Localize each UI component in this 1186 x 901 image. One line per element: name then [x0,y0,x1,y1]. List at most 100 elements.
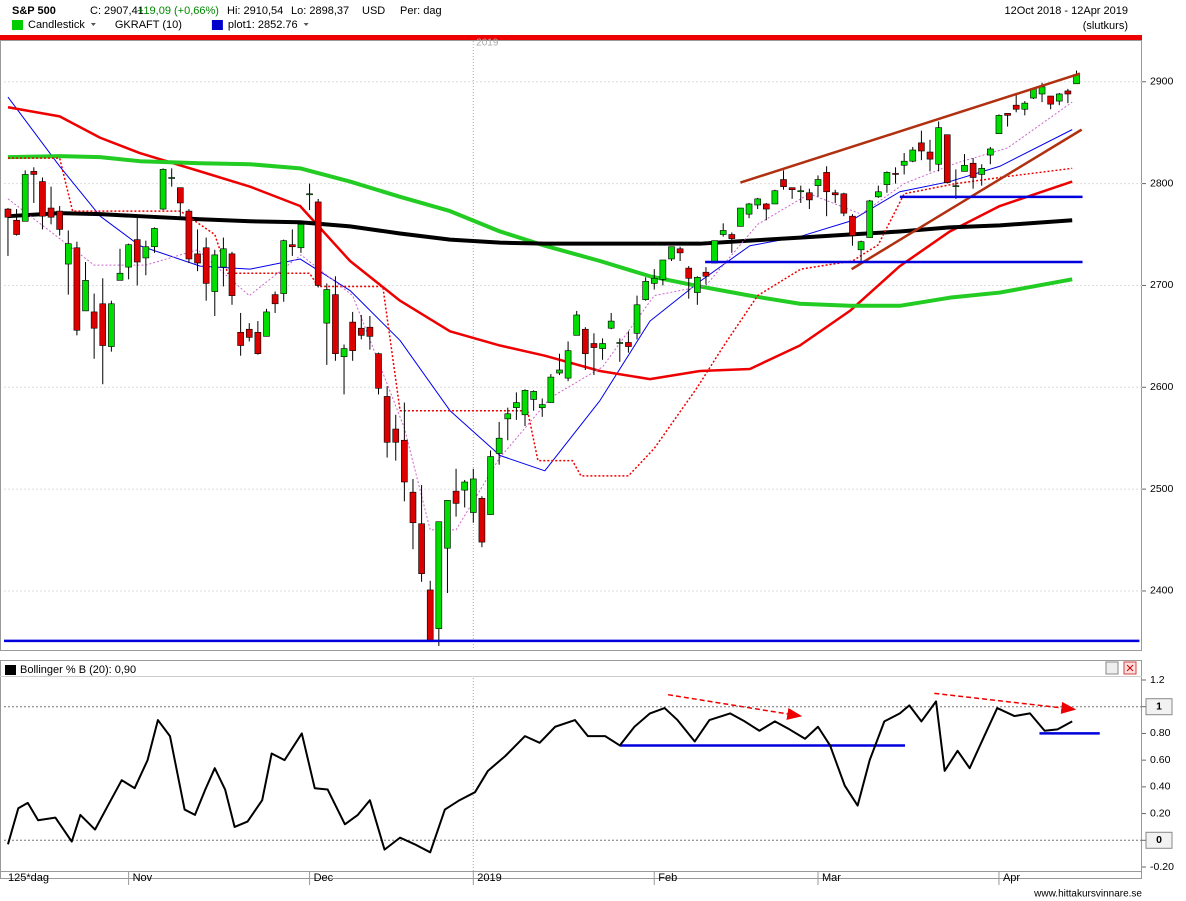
watermark: www.hittakursvinnare.se [1033,889,1142,900]
candle-body [771,190,779,205]
percent-b-line [7,700,1073,854]
candle-body [280,240,288,294]
candle-body [814,179,822,186]
indicator-line [7,157,1073,477]
candle-body [737,207,744,227]
legend-dropdown[interactable] [90,23,96,26]
candle-body [73,247,81,331]
candle-body [426,589,434,642]
divergence-arrow [667,693,803,720]
candle-body [788,187,796,191]
candle-body [452,490,460,504]
candle-body [538,404,546,408]
trendline [740,72,1081,184]
candle-body [478,497,486,543]
candle-body [297,224,305,249]
y-tick-label: 2600 [1150,381,1174,393]
indicator-line [7,96,1073,472]
candle-body [357,327,365,336]
candle-body [409,491,417,524]
candle-body [883,172,891,185]
candle-body [616,342,624,344]
candle-body [375,353,382,389]
period-label: 125*dag [8,872,49,884]
y-tick-label: 2700 [1150,279,1174,291]
candle-body [444,500,451,549]
y-tick-label: 2800 [1150,177,1174,189]
candle-body [582,328,589,354]
candle-body [1047,95,1054,105]
candle-body [875,191,882,198]
candle-body [254,331,262,354]
x-tick-label: Apr [1003,872,1020,884]
candle-body [866,200,873,238]
candle-body [418,523,425,574]
legend-swatch [5,665,16,675]
main-frame [0,40,1142,651]
candle-body [745,203,753,215]
candle-body [918,142,925,152]
candle-body [659,259,667,280]
y-tick-label: 2900 [1150,76,1174,88]
high: Hi: 2910,54 [227,5,283,17]
currency: USD [362,5,385,17]
candle-body [504,413,512,420]
candle-body [21,174,29,222]
lower-plot [4,676,1142,872]
period: Per: dag [400,5,442,17]
candle-body [797,190,805,193]
candle-body [495,437,503,454]
candle-body [133,239,141,263]
candle-body [116,272,124,281]
candle-body [211,254,219,292]
candle-body [694,276,701,293]
candle-body [849,215,856,236]
candle-body [487,456,494,515]
candle-body [177,187,184,204]
candle-body [909,149,917,162]
candle-body [220,248,227,268]
candle-body [237,331,244,346]
change: +19,09 (+0,66%) [137,5,219,17]
candle-body [702,271,710,277]
candle-body [513,402,520,408]
candle-body [314,201,322,286]
legend-dropdown[interactable] [303,23,309,26]
y-tick-label: 0.60 [1150,754,1171,766]
axes: 2400 2500 2600 2700 2800 2900 -0.20 0 0.20 0.40 0.… [128,38,1174,885]
candle-body [650,278,658,284]
candle-body [271,294,279,305]
candle-body [263,311,270,337]
candle-body [1012,104,1020,110]
candle-body [64,243,72,265]
legend-label[interactable]: plot1: 2852.76 [228,19,298,31]
candle-body [625,342,632,347]
legend-label[interactable]: Candlestick [28,19,85,31]
candle-body [969,162,977,178]
candle-body [340,348,348,358]
y-tick-label: 1.2 [1150,674,1165,686]
x-tick-label: Nov [133,872,153,884]
legend-label[interactable]: GKRAFT (10) [115,19,182,31]
candle-body [366,326,374,337]
year-marker: 2019 [476,38,499,49]
zoom-button[interactable] [1105,661,1119,675]
panel-title: Bollinger % B (20): 0,90 [20,664,136,676]
indicator-line [7,211,1073,246]
candle-body [607,320,615,329]
y-tick-label: 0.20 [1150,807,1171,819]
candle-body [754,198,761,206]
candle-body [780,179,787,187]
candle-body [1004,113,1011,116]
candle-body [633,304,641,334]
candle-body [806,192,813,201]
close-icon [1126,664,1134,672]
candle-body [228,253,236,296]
candle-body [392,428,400,443]
candle-body [1064,90,1072,95]
candle-body [547,376,555,403]
candle-body [564,350,572,379]
candle-body [90,311,98,329]
candle-body [719,230,727,235]
candle-body [892,173,899,175]
